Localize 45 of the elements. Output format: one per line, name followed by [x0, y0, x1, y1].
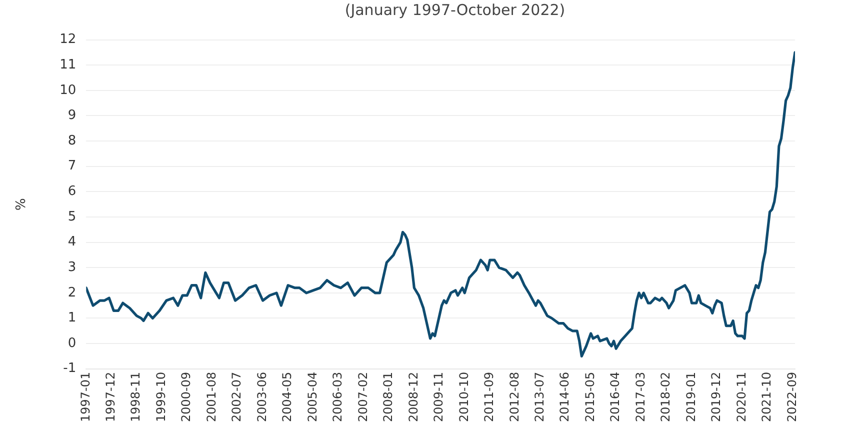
x-tick-label: 2008-12 [406, 372, 420, 422]
x-tick-label: 2021-10 [760, 372, 774, 422]
y-tick-label: -1 [63, 361, 76, 376]
y-tick-label: 11 [60, 57, 76, 72]
x-tick-label: 2008-01 [381, 372, 396, 422]
y-tick-label: 10 [60, 82, 76, 98]
x-tick-label: 2014-06 [558, 372, 572, 422]
x-tick-label: 2002-07 [230, 372, 244, 422]
x-tick-label: 1998-11 [128, 372, 143, 422]
y-axis-title: % [14, 198, 30, 211]
y-tick-label: 3 [68, 260, 76, 275]
x-tick-label: 2015-05 [582, 372, 597, 422]
x-tick-label: 2000-09 [179, 372, 194, 422]
y-tick-label: 2 [68, 285, 76, 300]
x-tick-label: 2020-11 [734, 372, 748, 422]
y-tick-label: 12 [60, 32, 76, 48]
y-tick-label: 5 [68, 209, 76, 224]
x-tick-label: 1997-01 [78, 372, 92, 422]
x-tick-label: 2017-03 [633, 372, 648, 422]
x-tick-label: 1999-10 [154, 372, 168, 422]
x-tick-label: 1997-12 [104, 372, 118, 422]
y-tick-label: 0 [68, 336, 76, 351]
y-tick-label: 6 [68, 184, 76, 200]
x-tick-label: 2003-06 [254, 372, 269, 422]
x-tick-label: 2019-01 [684, 372, 698, 422]
x-tick-label: 2022-09 [784, 372, 799, 422]
x-tick-label: 2016-04 [608, 372, 622, 422]
x-tick-label: 2019-12 [709, 372, 724, 422]
x-tick-label: 2011-09 [482, 372, 496, 422]
x-tick-label: 2007-02 [356, 372, 370, 422]
x-tick-label: 2006-03 [330, 372, 345, 422]
x-tick-label: 2004-05 [280, 372, 294, 422]
x-tick-label: 2009-11 [432, 372, 446, 422]
y-tick-label: 9 [68, 108, 76, 124]
x-tick-label: 2013-07 [532, 372, 546, 422]
x-tick-label: 2012-08 [507, 372, 522, 422]
x-tick-label: 2001-08 [204, 372, 218, 422]
y-tick-label: 1 [68, 310, 76, 326]
y-tick-label: 7 [68, 158, 76, 174]
y-tick-label: 4 [68, 234, 76, 250]
x-tick-label: 2010-10 [456, 372, 471, 422]
chart-title: (January 1997-October 2022) [344, 0, 566, 21]
x-tick-label: 2018-02 [658, 372, 673, 422]
y-tick-label: 8 [68, 133, 76, 148]
x-tick-label: 2005-04 [305, 372, 320, 422]
